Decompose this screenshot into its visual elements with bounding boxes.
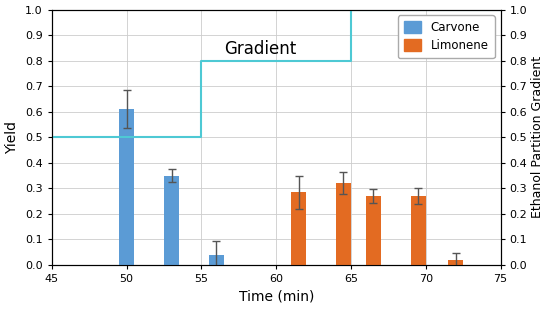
Y-axis label: Ethanol Partition Gradient: Ethanol Partition Gradient — [531, 56, 544, 218]
Bar — [448, 260, 463, 265]
Bar — [366, 196, 381, 265]
Bar — [209, 255, 224, 265]
Legend: Carvone, Limonene: Carvone, Limonene — [398, 15, 494, 58]
Text: Gradient: Gradient — [224, 40, 296, 58]
Bar — [291, 192, 306, 265]
Bar — [119, 109, 134, 265]
Bar — [336, 183, 351, 265]
Bar — [164, 176, 179, 265]
X-axis label: Time (min): Time (min) — [239, 290, 314, 303]
Y-axis label: Yield: Yield — [6, 121, 20, 154]
Bar — [411, 196, 426, 265]
